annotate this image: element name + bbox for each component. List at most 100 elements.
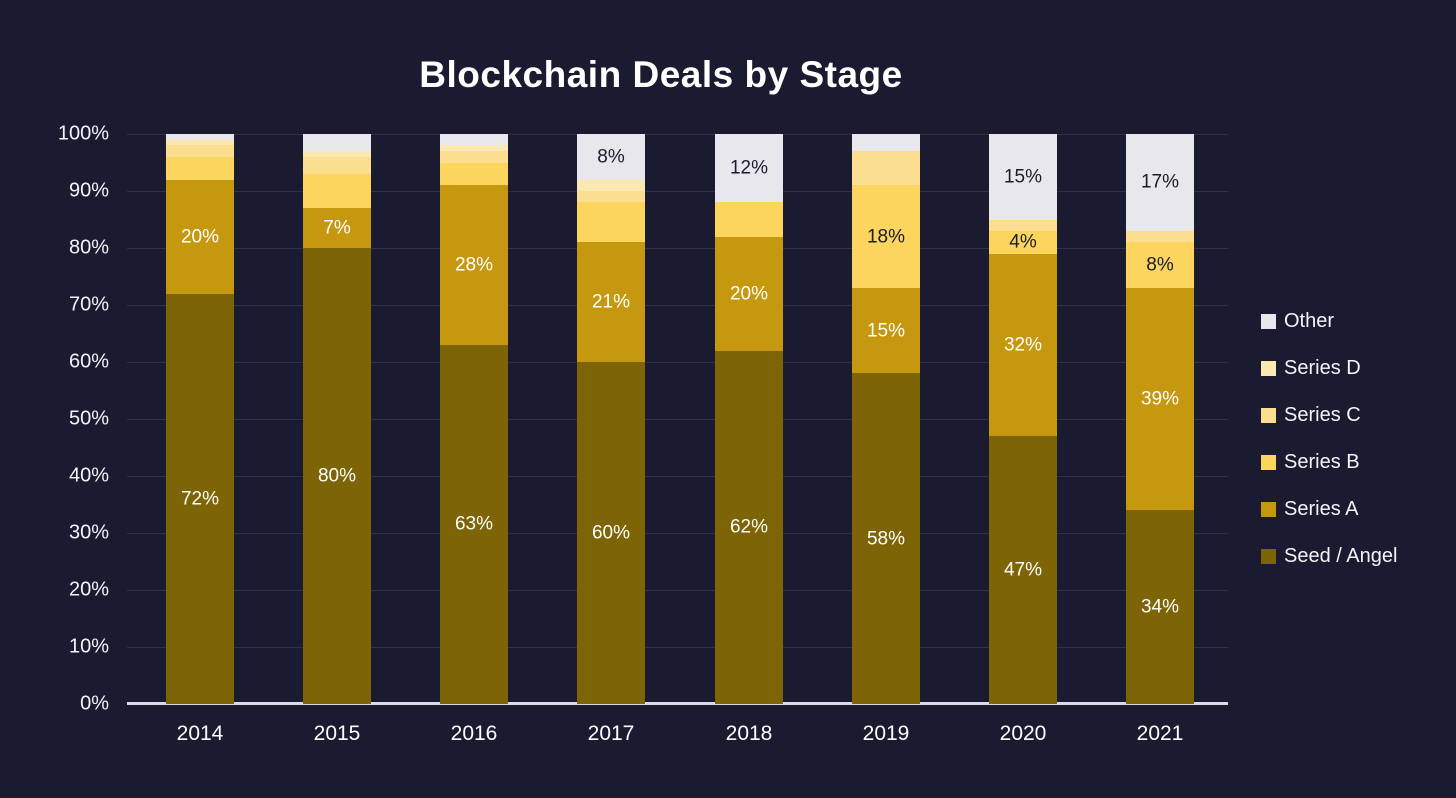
x-tick-label: 2020: [999, 722, 1047, 745]
bar-segment: [440, 134, 508, 146]
bar-segment: 18%: [852, 185, 920, 288]
x-tick-label: 2019: [862, 722, 910, 745]
bar-segment-label: 15%: [866, 320, 906, 342]
bar-segment-label: 62%: [729, 516, 769, 538]
legend-swatch: [1261, 548, 1276, 564]
bar-segment: 8%: [1126, 242, 1194, 288]
bar-segment: 21%: [577, 242, 645, 362]
bar-segment: 17%: [1126, 134, 1194, 231]
bar-segment: [715, 202, 783, 237]
gridline: [127, 134, 1228, 135]
bar-segment: 8%: [577, 134, 645, 180]
legend-label: Seed / Angel: [1284, 544, 1398, 567]
bar-segment-label: 12%: [729, 157, 769, 179]
bar-segment-label: 32%: [1003, 334, 1043, 356]
bar-segment-label: 18%: [866, 226, 906, 248]
bar-segment: [852, 151, 920, 186]
bar-segment-label: 17%: [1140, 171, 1180, 193]
bar-segment: [440, 151, 508, 163]
bar-segment: [303, 173, 371, 209]
bar-segment: 12%: [715, 134, 783, 203]
y-tick-label: 30%: [68, 521, 109, 544]
legend-swatch: [1261, 454, 1276, 470]
bar-2015: 80% 7%: [303, 134, 371, 704]
gridline: [127, 533, 1228, 534]
bar-segment-label: 28%: [454, 254, 494, 276]
bar-segment: [166, 156, 234, 180]
gridline: [127, 647, 1228, 648]
y-tick-label: 90%: [68, 179, 109, 202]
bar-segment-label: 4%: [1009, 231, 1037, 253]
bar-segment: 80%: [303, 248, 371, 704]
bar-2017: 60% 21% 8%: [577, 134, 645, 704]
bar-segment: 72%: [166, 293, 234, 704]
gridline: [127, 248, 1228, 249]
legend-item: Series A: [1261, 497, 1397, 521]
bar-segment-label: 20%: [180, 226, 220, 248]
x-tick-label: 2015: [313, 722, 361, 745]
y-tick-label: 40%: [68, 464, 109, 487]
chart-title: Blockchain Deals by Stage: [419, 54, 903, 95]
legend-swatch: [1261, 407, 1276, 423]
bar-segment: [303, 134, 371, 152]
bar-segment-label: 8%: [597, 146, 625, 168]
bar-segment: 58%: [852, 373, 920, 704]
legend-label: Series C: [1284, 403, 1361, 426]
bar-segment: 7%: [303, 208, 371, 248]
bar-segment: [166, 145, 234, 157]
bar-segment: 62%: [715, 350, 783, 704]
y-tick-label: 60%: [68, 350, 109, 373]
bar-segment-label: 34%: [1140, 596, 1180, 618]
bar-segment: [166, 139, 234, 146]
bar-segment: [989, 219, 1057, 231]
bar-2014: 72% 20%: [166, 134, 234, 704]
gridline: [127, 419, 1228, 420]
legend-item: Seed / Angel: [1261, 544, 1397, 568]
bar-segment: 34%: [1126, 510, 1194, 704]
gridline: [127, 590, 1228, 591]
legend-label: Series A: [1284, 497, 1359, 520]
bar-segment: 20%: [715, 236, 783, 351]
bar-segment: [440, 162, 508, 186]
bar-segment-label: 39%: [1140, 388, 1180, 410]
bar-segment-label: 21%: [591, 291, 631, 313]
y-tick-label: 10%: [68, 635, 109, 658]
bar-segment: 63%: [440, 344, 508, 704]
bar-segment: [166, 134, 234, 140]
plot-area: 72% 20% 80% 7% 63% 28% 60% 21% 8% 62% 20% 12% 58% 15%…: [127, 134, 1228, 705]
bar-segment-label: 58%: [866, 528, 906, 550]
bar-segment-label: 20%: [729, 283, 769, 305]
bar-2016: 63% 28%: [440, 134, 508, 704]
x-tick-label: 2017: [587, 722, 635, 745]
bar-segment-label: 80%: [317, 465, 357, 487]
legend-label: Series B: [1284, 450, 1360, 473]
legend-swatch: [1261, 313, 1276, 329]
bar-2020: 47% 32% 4% 15%: [989, 134, 1057, 704]
x-axis-line: [127, 702, 1228, 705]
legend-item: Series C: [1261, 403, 1397, 427]
legend: Other Series D Series C Series B Series A See…: [1261, 309, 1397, 591]
bar-segment-label: 72%: [180, 488, 220, 510]
bar-segment: [577, 191, 645, 203]
bar-segment: [440, 145, 508, 152]
y-tick-label: 0%: [80, 692, 109, 715]
bar-segment-label: 60%: [591, 522, 631, 544]
legend-swatch: [1261, 501, 1276, 517]
bar-segment-label: 8%: [1146, 254, 1174, 276]
gridline: [127, 191, 1228, 192]
bar-segment: 15%: [989, 134, 1057, 220]
x-tick-label: 2016: [450, 722, 498, 745]
y-tick-label: 20%: [68, 578, 109, 601]
bar-segment: [577, 179, 645, 192]
bar-segment: [852, 134, 920, 152]
y-tick-label: 80%: [68, 236, 109, 259]
gridline: [127, 305, 1228, 306]
x-tick-label: 2018: [725, 722, 773, 745]
bar-2021: 34% 39% 8% 17%: [1126, 134, 1194, 704]
bar-segment-label: 63%: [454, 513, 494, 535]
bar-segment-label: 7%: [323, 217, 351, 239]
bar-2018: 62% 20% 12%: [715, 134, 783, 704]
x-tick-label: 2021: [1136, 722, 1184, 745]
bar-segment: 47%: [989, 436, 1057, 704]
bar-segment: 15%: [852, 287, 920, 374]
